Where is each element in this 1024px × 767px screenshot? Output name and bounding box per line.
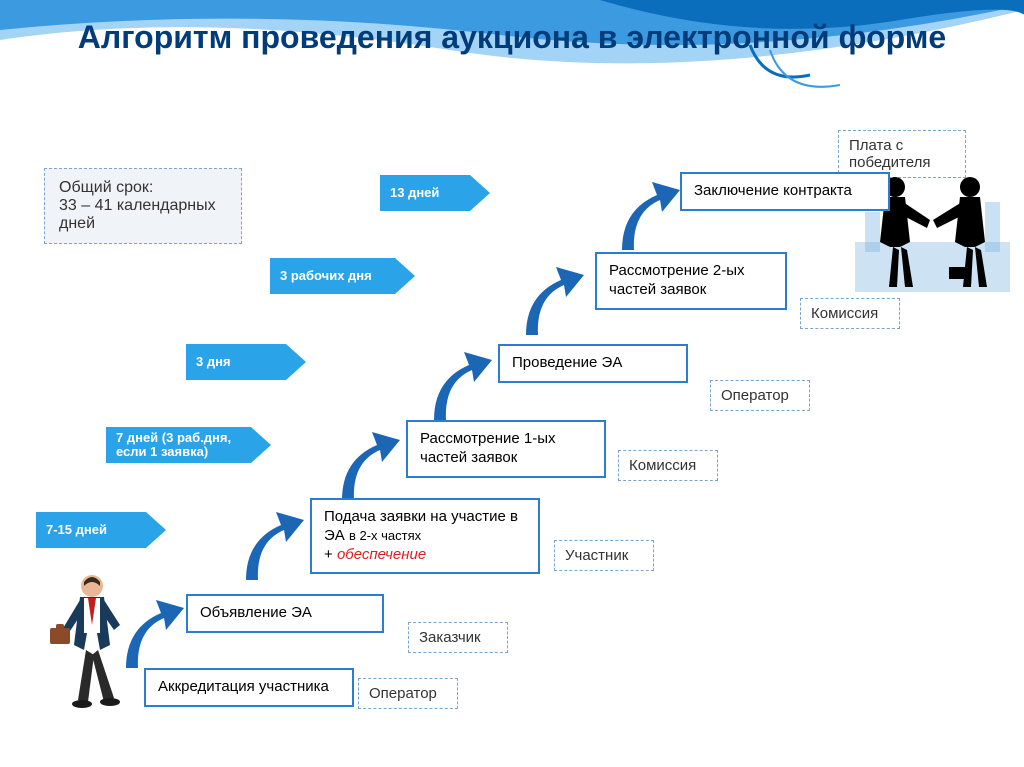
actor-box-1: Заказчик	[408, 622, 508, 653]
curve-arrow-3	[424, 350, 494, 425]
summary-text: Общий срок: 33 – 41 календарных дней	[59, 179, 216, 232]
duration-arrow-0: 7-15 дней	[36, 512, 166, 548]
actor-box-4: Оператор	[710, 380, 810, 411]
arrow-head	[146, 512, 166, 548]
step-box-2: Подача заявки на участие в ЭА в 2-х част…	[310, 498, 540, 574]
actor-box-0: Оператор	[358, 678, 458, 709]
curve-arrow-2	[332, 430, 402, 505]
step-box-4: Проведение ЭА	[498, 344, 688, 383]
duration-label: 7 дней (3 раб.дня, если 1 заявка)	[106, 427, 251, 463]
step-subtext: в 2-х частях	[349, 528, 421, 543]
curve-arrow-4	[516, 265, 586, 340]
duration-arrow-2: 3 дня	[186, 344, 306, 380]
actor-box-5: Комиссия	[800, 298, 900, 329]
summary-box: Общий срок: 33 – 41 календарных дней	[44, 168, 242, 244]
page-title: Алгоритм проведения аукциона в электронн…	[0, 18, 1024, 56]
duration-label: 3 рабочих дня	[270, 258, 395, 294]
curve-arrow-1	[236, 510, 306, 585]
duration-label: 13 дней	[380, 175, 470, 211]
actor-box-6: Плата с победителя	[838, 130, 966, 178]
duration-label: 3 дня	[186, 344, 286, 380]
arrow-head	[251, 427, 271, 463]
step-box-5: Рассмотрение 2-ых частей заявок	[595, 252, 787, 310]
arrow-head	[470, 175, 490, 211]
duration-arrow-1: 7 дней (3 раб.дня, если 1 заявка)	[106, 427, 271, 463]
actor-box-2: Участник	[554, 540, 654, 571]
step-box-3: Рассмотрение 1-ых частей заявок	[406, 420, 606, 478]
actor-box-3: Комиссия	[618, 450, 718, 481]
businessman-walking-icon	[42, 570, 142, 720]
duration-arrow-3: 3 рабочих дня	[270, 258, 415, 294]
arrow-head	[286, 344, 306, 380]
step-box-1: Объявление ЭА	[186, 594, 384, 633]
duration-arrow-4: 13 дней	[380, 175, 490, 211]
duration-label: 7-15 дней	[36, 512, 146, 548]
step-plus: +	[324, 546, 337, 563]
arrow-head	[395, 258, 415, 294]
step-red-text: обеспечение	[337, 546, 426, 563]
step-box-0: Аккредитация участника	[144, 668, 354, 707]
curve-arrow-5	[612, 180, 682, 255]
step-box-6: Заключение контракта	[680, 172, 890, 211]
